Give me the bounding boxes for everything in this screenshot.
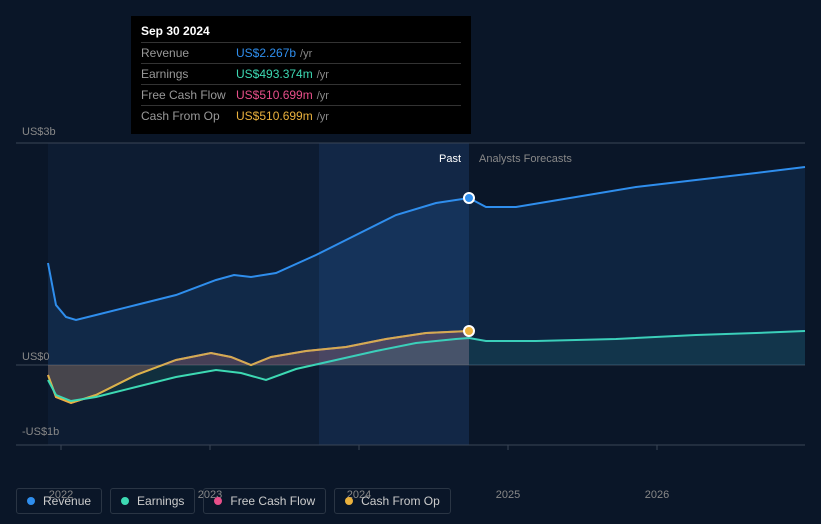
- tooltip-metric-label: Revenue: [141, 46, 236, 60]
- tooltip-metric-unit: /yr: [317, 111, 329, 123]
- tooltip-row: Cash From OpUS$510.699m/yr: [141, 105, 461, 126]
- tooltip-metric-label: Earnings: [141, 67, 236, 81]
- legend-label: Earnings: [137, 494, 184, 508]
- tooltip-metric-value: US$493.374m: [236, 67, 313, 81]
- legend-label: Revenue: [43, 494, 91, 508]
- legend-dot-icon: [121, 497, 129, 505]
- x-axis-tick: 2025: [496, 489, 520, 501]
- y-axis-tick: US$3b: [22, 126, 56, 138]
- x-axis-tick: 2026: [645, 489, 669, 501]
- tooltip-row: EarningsUS$493.374m/yr: [141, 63, 461, 84]
- legend-dot-icon: [27, 497, 35, 505]
- tooltip-metric-label: Cash From Op: [141, 109, 236, 123]
- tooltip-metric-unit: /yr: [317, 90, 329, 102]
- tooltip-metric-value: US$510.699m: [236, 88, 313, 102]
- tooltip-metric-label: Free Cash Flow: [141, 88, 236, 102]
- tooltip-row: Free Cash FlowUS$510.699m/yr: [141, 84, 461, 105]
- financials-chart: US$3bUS$0-US$1b 20222023202420252026 Pas…: [16, 125, 805, 479]
- tooltip-metric-unit: /yr: [300, 48, 312, 60]
- tooltip-metric-value: US$2.267b: [236, 46, 296, 60]
- forecast-section-label: Analysts Forecasts: [479, 153, 572, 165]
- tooltip-date: Sep 30 2024: [141, 24, 461, 42]
- past-section-label: Past: [439, 153, 461, 165]
- legend-item-free-cash-flow[interactable]: Free Cash Flow: [203, 488, 326, 514]
- legend-dot-icon: [345, 497, 353, 505]
- tooltip-row: RevenueUS$2.267b/yr: [141, 42, 461, 63]
- legend-label: Free Cash Flow: [230, 494, 315, 508]
- legend-item-earnings[interactable]: Earnings: [110, 488, 195, 514]
- chart-tooltip: Sep 30 2024 RevenueUS$2.267b/yrEarningsU…: [131, 16, 471, 134]
- tooltip-metric-value: US$510.699m: [236, 109, 313, 123]
- chart-legend: Revenue Earnings Free Cash Flow Cash From O…: [16, 488, 451, 514]
- legend-item-revenue[interactable]: Revenue: [16, 488, 102, 514]
- legend-dot-icon: [214, 497, 222, 505]
- y-axis-tick: -US$1b: [22, 426, 59, 438]
- y-axis-tick: US$0: [22, 351, 50, 363]
- legend-item-cash-from-op[interactable]: Cash From Op: [334, 488, 451, 514]
- legend-label: Cash From Op: [361, 494, 440, 508]
- tooltip-metric-unit: /yr: [317, 69, 329, 81]
